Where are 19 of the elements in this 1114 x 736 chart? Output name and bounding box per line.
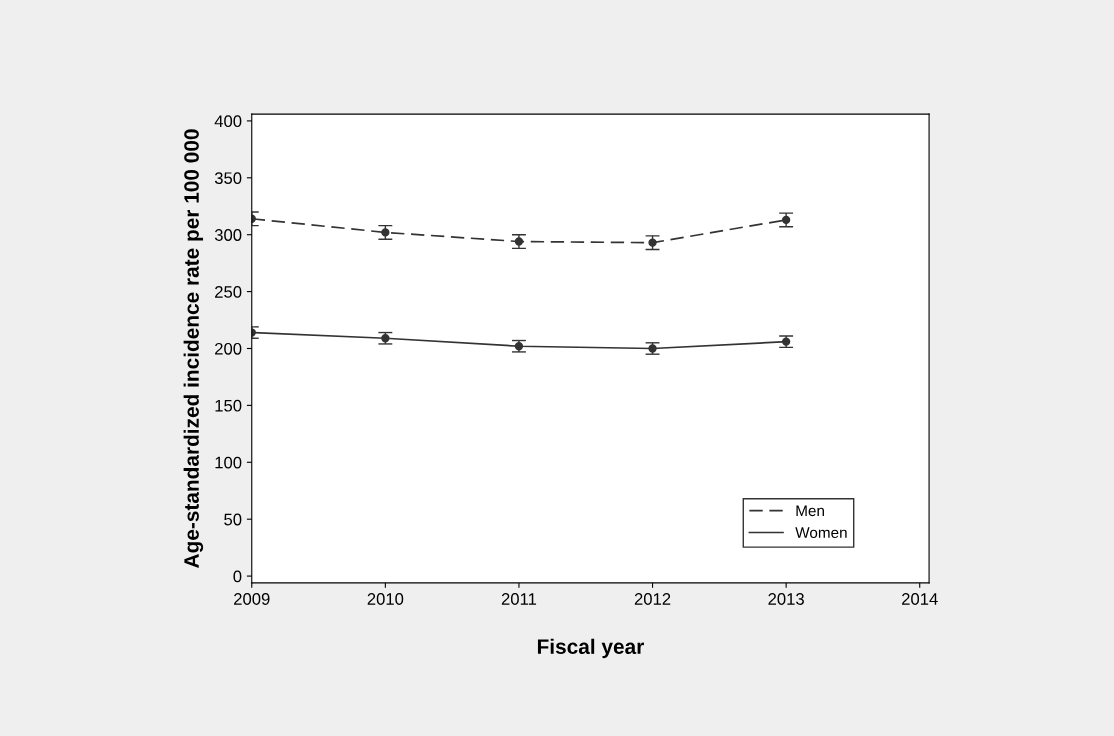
y-tick-label: 0: [233, 570, 242, 583]
x-tick-label: 2014: [902, 593, 938, 605]
y-tick-label: 350: [214, 172, 242, 185]
y-tick-label: 250: [215, 286, 242, 298]
x-tick-label: 2012: [634, 593, 671, 605]
x-tick-label: 2009: [234, 593, 270, 605]
y-tick-label: 400: [214, 115, 242, 128]
y-axis-title: Age-standardized incidence rate per 100 000: [183, 129, 204, 568]
y-tick-label: 300: [214, 229, 242, 241]
legend-label: Men: [796, 505, 824, 517]
y-tick-label: 200: [215, 342, 242, 355]
x-tick-label: 2013: [768, 593, 804, 605]
x-axis-title: Fiscal year: [537, 638, 644, 659]
y-tick-label: 100: [215, 456, 242, 469]
x-tick-label: 2010: [367, 593, 404, 605]
y-tick-label: 50: [224, 513, 242, 526]
legend-label: Women: [795, 527, 847, 539]
x-tick-label: 2011: [501, 593, 537, 605]
y-tick-label: 150: [215, 399, 242, 412]
